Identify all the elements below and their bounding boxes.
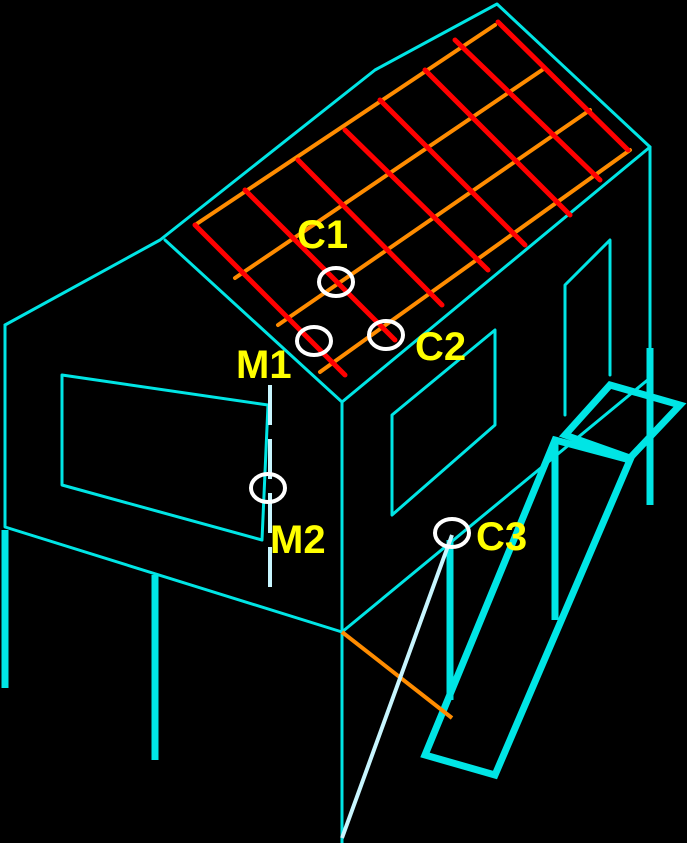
marker-c1 xyxy=(317,266,355,298)
label-c1: C1 xyxy=(297,213,348,257)
left-wall xyxy=(3,323,344,634)
label-m2: M2 xyxy=(270,518,326,562)
label-c3: C3 xyxy=(476,515,527,559)
stairs xyxy=(420,381,687,780)
batten-1 xyxy=(193,23,497,227)
rafter-6 xyxy=(422,67,573,218)
left-window xyxy=(60,373,270,542)
stair-stringer xyxy=(420,435,635,780)
house-frame xyxy=(3,2,652,634)
batten-4 xyxy=(318,148,632,374)
roof-rafters xyxy=(192,19,631,378)
rafter-5 xyxy=(377,97,528,248)
orange-brace xyxy=(340,630,454,720)
rafter-2 xyxy=(242,187,398,343)
marker-c2 xyxy=(367,319,405,351)
rafter-8 xyxy=(495,19,631,153)
diagonal-brace xyxy=(340,534,454,839)
marker-m2 xyxy=(249,472,287,504)
marker-m1 xyxy=(295,325,333,357)
posts xyxy=(1,348,654,760)
front-door xyxy=(563,238,612,417)
markers xyxy=(249,266,471,549)
rafter-3 xyxy=(295,157,445,308)
label-c2: C2 xyxy=(415,325,466,369)
rafter-4 xyxy=(342,127,491,273)
rafter-7 xyxy=(452,37,603,183)
stair-landing xyxy=(558,381,687,463)
front-wall xyxy=(340,145,652,634)
marker-c3 xyxy=(433,517,471,549)
front-window xyxy=(390,328,497,517)
rafter-1 xyxy=(192,222,348,378)
label-m1: M1 xyxy=(236,343,292,387)
marker-labels: C1 C2 M1 M2 C3 xyxy=(236,213,527,562)
